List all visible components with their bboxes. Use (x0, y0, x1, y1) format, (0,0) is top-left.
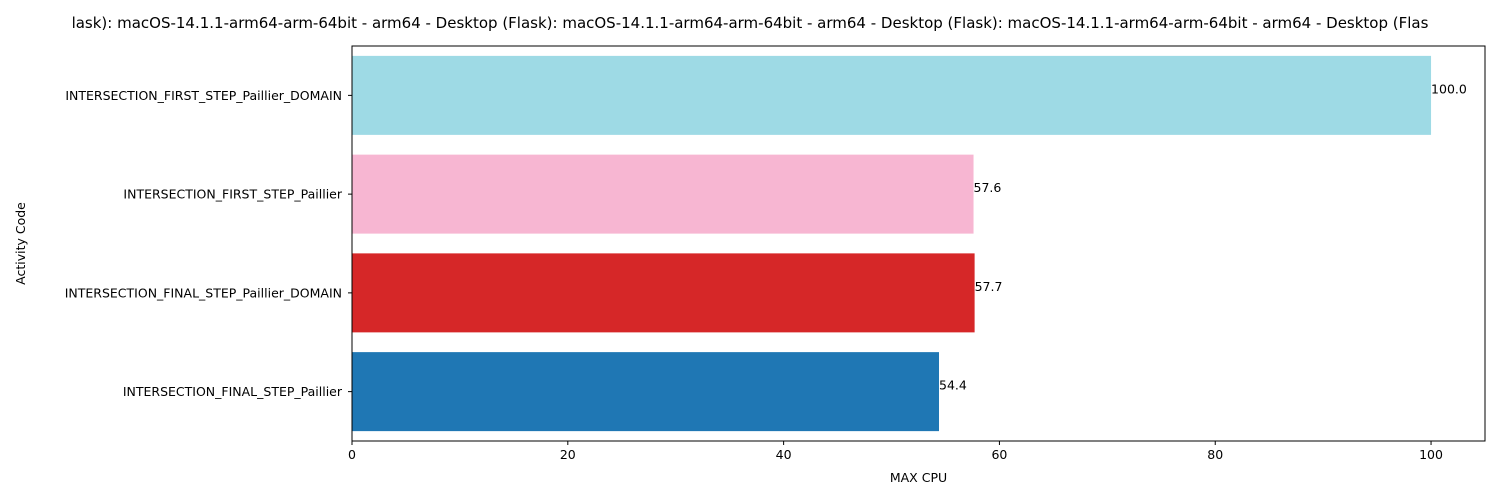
x-tick-label-1: 20 (560, 447, 576, 462)
y-tick-label-3: INTERSECTION_FINAL_STEP_Paillier (123, 384, 343, 399)
bars-group (352, 55, 1432, 432)
y-tick-label-2: INTERSECTION_FINAL_STEP_Paillier_DOMAIN (65, 285, 342, 300)
x-tick-label-4: 80 (1207, 447, 1223, 462)
bar-0 (352, 55, 1432, 135)
bar-value-label-2: 57.7 (975, 279, 1003, 294)
y-axis-ticks: INTERSECTION_FIRST_STEP_Paillier_DOMAIN I… (65, 88, 352, 399)
x-tick-label-0: 0 (348, 447, 356, 462)
y-tick-label-0: INTERSECTION_FIRST_STEP_Paillier_DOMAIN (65, 88, 342, 103)
bar-2 (352, 253, 975, 333)
x-tick-label-5: 100 (1419, 447, 1443, 462)
y-tick-label-1: INTERSECTION_FIRST_STEP_Paillier (123, 187, 342, 202)
plot-frame (351, 45, 1486, 442)
x-axis-title: MAX CPU (890, 470, 947, 485)
x-axis-ticks: 0 20 40 60 80 100 (348, 441, 1443, 462)
bar-value-label-1: 57.6 (974, 180, 1002, 195)
bar-value-label-3: 54.4 (939, 378, 967, 393)
x-tick-label-2: 40 (776, 447, 792, 462)
chart-title: lask): macOS-14.1.1-arm64-arm-64bit - ar… (72, 14, 1429, 32)
value-labels-group: 100.0 57.6 57.7 54.4 (939, 81, 1467, 392)
y-axis-title: Activity Code (13, 202, 28, 285)
x-tick-label-3: 60 (991, 447, 1007, 462)
bar-value-label-0: 100.0 (1431, 81, 1467, 96)
bar-3 (352, 352, 940, 432)
bar-1 (352, 154, 974, 234)
